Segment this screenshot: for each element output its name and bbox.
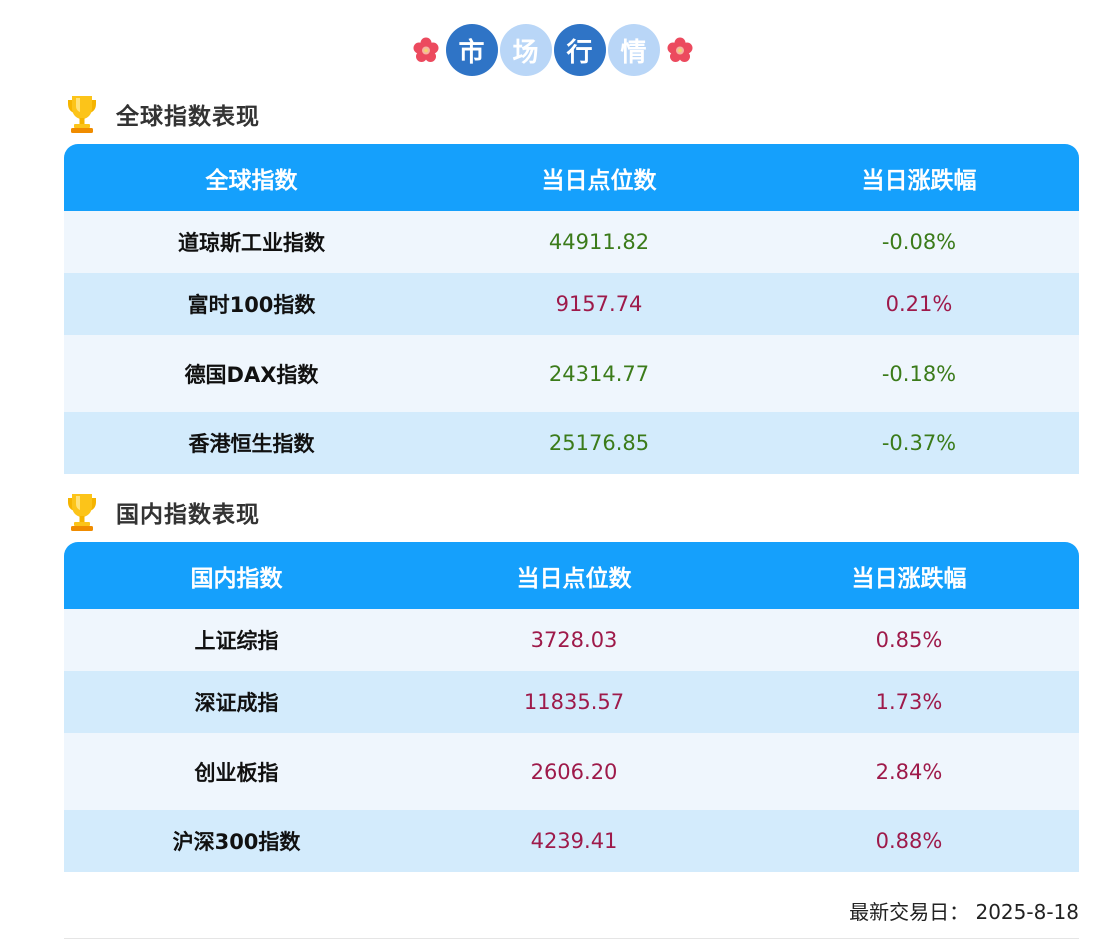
index-value: 2606.20: [530, 759, 618, 784]
latest-trade-date: 最新交易日： 2025-8-18: [849, 900, 1079, 924]
table-row: 道琼斯工业指数 44911.82 -0.08%: [64, 211, 1079, 273]
index-name: 创业板指: [194, 760, 279, 785]
column-header: 全球指数: [205, 167, 298, 194]
section-title-text: 全球指数表现: [116, 104, 260, 130]
banner-char-3: 行: [553, 24, 606, 76]
column-header: 当日点位数: [516, 565, 632, 592]
column-header: 当日涨跌幅: [861, 167, 977, 194]
index-change: -0.08%: [881, 230, 957, 254]
index-change: -0.37%: [881, 431, 957, 455]
column-header: 国内指数: [190, 565, 283, 592]
index-value: 24314.77: [548, 361, 650, 386]
table-row: 沪深300指数 4239.41 0.88%: [64, 810, 1079, 872]
index-value: 4239.41: [530, 829, 618, 853]
index-name: 香港恒生指数: [188, 432, 315, 456]
index-change: -0.18%: [881, 361, 957, 386]
banner-char-2: 场: [499, 24, 552, 76]
table-row: 创业板指 2606.20 2.84%: [64, 733, 1079, 810]
table-header: 全球指数 当日点位数 当日涨跌幅: [64, 144, 1079, 211]
index-change: 1.73%: [875, 690, 943, 714]
trophy-icon: [68, 494, 96, 531]
index-change: 2.84%: [875, 759, 943, 784]
table-row: 德国DAX指数 24314.77 -0.18%: [64, 335, 1079, 412]
index-name: 上证综指: [194, 629, 279, 653]
divider: [64, 938, 1079, 939]
index-change: 0.85%: [875, 628, 943, 652]
index-name: 沪深300指数: [172, 830, 301, 854]
market-banner: 市 场 行 情: [0, 22, 1105, 78]
banner-char-4: 情: [607, 24, 660, 76]
global-section-title: 全球指数表现: [64, 94, 260, 134]
section-title-text: 国内指数表现: [116, 502, 260, 528]
trophy-icon: [68, 96, 96, 133]
index-name: 德国DAX指数: [184, 362, 319, 387]
column-header: 当日点位数: [541, 167, 657, 194]
domestic-section-title: 国内指数表现: [64, 492, 260, 532]
index-name: 富时100指数: [187, 293, 316, 317]
index-value: 3728.03: [530, 628, 618, 652]
index-name: 深证成指: [194, 691, 279, 715]
global-index-table: 全球指数 当日点位数 当日涨跌幅 道琼斯工业指数 44911.82 -0.08%…: [64, 144, 1079, 474]
index-change: 0.88%: [875, 829, 943, 853]
table-row: 深证成指 11835.57 1.73%: [64, 671, 1079, 733]
banner-char-1: 市: [445, 24, 498, 76]
column-header: 当日涨跌幅: [851, 565, 967, 592]
plum-blossom-icon: [667, 37, 692, 62]
domestic-index-table: 国内指数 当日点位数 当日涨跌幅 上证综指 3728.03 0.85% 深证成指…: [64, 542, 1079, 872]
index-value: 44911.82: [548, 230, 650, 254]
index-value: 11835.57: [523, 690, 625, 714]
table-header: 国内指数 当日点位数 当日涨跌幅: [64, 542, 1079, 609]
table-row: 上证综指 3728.03 0.85%: [64, 609, 1079, 671]
index-value: 9157.74: [555, 292, 643, 316]
plum-blossom-icon: [413, 37, 438, 62]
index-change: 0.21%: [885, 292, 953, 316]
table-row: 香港恒生指数 25176.85 -0.37%: [64, 412, 1079, 474]
index-value: 25176.85: [548, 431, 650, 455]
index-name: 道琼斯工业指数: [178, 231, 325, 255]
table-row: 富时100指数 9157.74 0.21%: [64, 273, 1079, 335]
